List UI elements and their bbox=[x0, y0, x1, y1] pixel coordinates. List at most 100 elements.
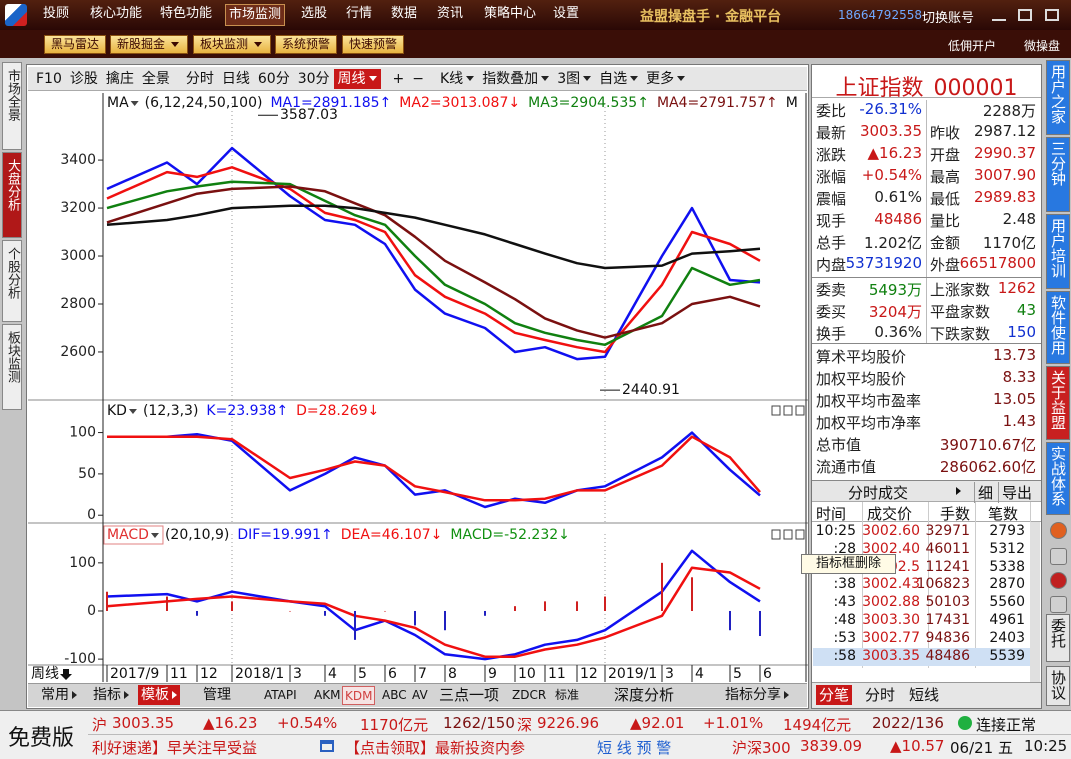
tool-button[interactable]: 新股掘金 bbox=[110, 35, 188, 54]
indicator-share[interactable]: 指标分享 bbox=[725, 685, 789, 705]
side-link[interactable]: 软件使用 bbox=[1046, 291, 1070, 364]
side-link[interactable]: 用户培训 bbox=[1046, 214, 1070, 289]
indicator-tab[interactable]: ATAPI bbox=[264, 688, 297, 702]
quote-value: 48486 bbox=[874, 210, 922, 228]
index-code: 000001 bbox=[933, 76, 1018, 101]
toolbar-item[interactable]: 诊股 bbox=[69, 70, 98, 87]
window-button[interactable] bbox=[1045, 9, 1059, 21]
menu-item[interactable]: 投顾 bbox=[43, 6, 70, 21]
menu-item[interactable]: 选股 bbox=[301, 6, 328, 21]
toolbar-item[interactable]: 30分 bbox=[297, 70, 330, 87]
side-icon[interactable] bbox=[1050, 522, 1067, 539]
tool-link[interactable]: 微操盘 bbox=[1024, 39, 1061, 53]
menu-item[interactable]: 数据 bbox=[391, 6, 418, 21]
side-tab[interactable]: 大盘分析 bbox=[2, 152, 22, 238]
toolbar-item[interactable]: 指数叠加 bbox=[478, 69, 553, 89]
toolbar-item[interactable]: 周线 bbox=[333, 68, 381, 89]
menu-item[interactable]: 资讯 bbox=[437, 6, 464, 21]
dropdown-arrow bbox=[72, 691, 77, 699]
switch-account[interactable]: 切换账号 bbox=[922, 11, 975, 26]
window-button[interactable] bbox=[1018, 9, 1032, 21]
tool-button[interactable]: 快速预警 bbox=[342, 35, 404, 54]
window-button[interactable] bbox=[992, 9, 1006, 21]
quote-label: 最新 bbox=[816, 124, 847, 142]
toolbar-item[interactable]: F10 bbox=[36, 70, 62, 87]
dropdown-arrow bbox=[583, 76, 592, 81]
menu-item[interactable]: 行情 bbox=[346, 6, 373, 21]
side-tab[interactable]: 个股分析 bbox=[2, 240, 22, 322]
toolbar-item[interactable]: K线 bbox=[436, 69, 478, 89]
stat-label: 总市值 bbox=[816, 436, 862, 454]
ticks-tab[interactable]: 导出 bbox=[998, 482, 1032, 503]
toolbar-item[interactable]: 60分 bbox=[257, 70, 290, 87]
tool-button[interactable]: 板块监测 bbox=[193, 35, 271, 54]
indicator-tab[interactable]: 标准 bbox=[555, 688, 580, 702]
menu-item[interactable]: 设置 bbox=[553, 6, 580, 21]
indicator-tab[interactable]: AKM bbox=[314, 688, 341, 702]
side-link[interactable]: 协议 bbox=[1046, 666, 1070, 706]
indicator-tab[interactable]: AV bbox=[412, 688, 428, 702]
toolbar-item[interactable]: 3图 bbox=[553, 69, 595, 89]
ticks-footer-tab[interactable]: 短线 bbox=[909, 686, 940, 704]
indicator-tab[interactable]: ABC bbox=[382, 688, 407, 702]
ticks-tab[interactable]: 细 bbox=[974, 482, 993, 503]
quote-label: 委比 bbox=[816, 102, 847, 120]
news[interactable]: 利好速递】早关注早受益 bbox=[92, 739, 258, 757]
quote-separator bbox=[812, 277, 1041, 278]
indicator-tab[interactable]: KDM bbox=[342, 686, 376, 705]
indicator-tab[interactable]: 三点一项 bbox=[439, 686, 500, 704]
side-link[interactable]: 三分钟 bbox=[1046, 137, 1070, 212]
menu-item[interactable]: 核心功能 bbox=[90, 6, 143, 21]
quote-value: 2987.12 bbox=[973, 122, 1036, 140]
tool-button[interactable]: 黑马雷达 bbox=[44, 35, 106, 54]
toolbar-item[interactable]: + bbox=[392, 70, 405, 87]
side-link[interactable]: 用户之家 bbox=[1046, 60, 1070, 135]
ticks-footer-tab[interactable]: 分时 bbox=[865, 686, 896, 704]
toolbar-item[interactable]: 自选 bbox=[595, 69, 642, 89]
side-tab[interactable]: 市场全景 bbox=[2, 62, 22, 150]
side-icon[interactable] bbox=[1050, 548, 1067, 565]
bottom-tab[interactable]: 管理 bbox=[203, 687, 231, 703]
alert[interactable]: 短 线 预 警 bbox=[597, 739, 672, 757]
bottom-tab[interactable]: 常用 bbox=[38, 685, 80, 705]
indicator-tab[interactable]: 深度分析 bbox=[614, 686, 675, 704]
status-date: 06/21 五 bbox=[950, 739, 1013, 757]
toolbar-item[interactable]: 擒庄 bbox=[105, 70, 134, 87]
side-tab[interactable]: 板块监测 bbox=[2, 324, 22, 410]
side-icon[interactable] bbox=[1050, 596, 1067, 613]
indicator-tab[interactable]: ZDCR bbox=[512, 688, 547, 702]
toolbar-item[interactable]: 日线 bbox=[221, 70, 250, 87]
toolbar-item[interactable]: 更多 bbox=[642, 69, 689, 89]
toolbar-item[interactable]: 全景 bbox=[141, 70, 170, 87]
menu-item[interactable]: 策略中心 bbox=[484, 6, 537, 21]
quote-label: 现手 bbox=[816, 212, 847, 230]
side-link[interactable]: 关于益盟 bbox=[1046, 366, 1070, 440]
ticks-cell: 32971 bbox=[925, 523, 970, 539]
ticks-cell: 4961 bbox=[989, 612, 1025, 628]
ticks-play[interactable] bbox=[953, 483, 969, 499]
quote-label: 金额 bbox=[930, 234, 961, 252]
ticks-title-bar bbox=[812, 480, 1041, 502]
bottom-tab[interactable]: 模板 bbox=[138, 685, 180, 705]
ticks-cell: 5539 bbox=[989, 647, 1025, 664]
side-link[interactable]: 实战体系 bbox=[1046, 442, 1070, 515]
side-link[interactable]: 委托 bbox=[1046, 614, 1070, 662]
status-hs300: 3839.09 bbox=[800, 737, 863, 755]
ticks-footer-tab[interactable]: 分笔 bbox=[816, 685, 853, 705]
toolbar-item[interactable]: 分时 bbox=[185, 70, 214, 87]
news[interactable]: 【点击领取】最新投资内参 bbox=[345, 739, 526, 757]
menu-item[interactable]: 市场监测 bbox=[225, 4, 286, 26]
tool-link[interactable]: 低佣开户 bbox=[948, 39, 997, 53]
quote-label: 外盘 bbox=[930, 256, 961, 274]
tool-button[interactable]: 系统预警 bbox=[275, 35, 337, 54]
ticks-cell: 17431 bbox=[925, 612, 970, 628]
toolbar-item[interactable]: − bbox=[412, 70, 424, 87]
bottom-tab[interactable]: 指标 bbox=[90, 685, 132, 705]
quote-value: 0.36% bbox=[874, 323, 922, 341]
stat-value: 286062.60亿 bbox=[939, 458, 1036, 476]
quote-divider bbox=[926, 100, 927, 344]
status-divider bbox=[88, 734, 1071, 735]
side-icon[interactable] bbox=[1050, 572, 1067, 589]
quote-label: 平盘家数 bbox=[930, 303, 991, 321]
menu-item[interactable]: 特色功能 bbox=[160, 6, 213, 21]
